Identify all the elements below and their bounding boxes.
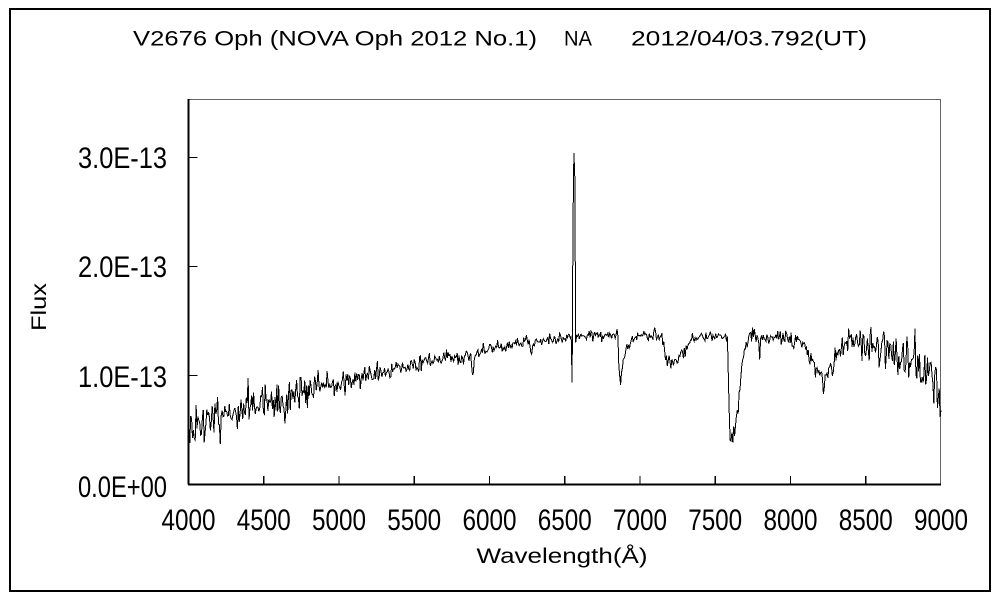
- svg-text:Wavelength(Å): Wavelength(Å): [477, 545, 648, 568]
- svg-text:0.0E+00: 0.0E+00: [78, 471, 167, 504]
- svg-text:NA: NA: [564, 27, 593, 51]
- svg-text:5500: 5500: [387, 504, 441, 537]
- svg-text:1.0E-13: 1.0E-13: [78, 361, 167, 394]
- svg-text:9000: 9000: [914, 504, 968, 537]
- svg-text:2.0E-13: 2.0E-13: [78, 251, 167, 284]
- svg-text:7000: 7000: [613, 504, 667, 537]
- svg-text:5000: 5000: [312, 504, 366, 537]
- svg-text:4500: 4500: [237, 504, 291, 537]
- svg-text:6000: 6000: [463, 504, 517, 537]
- svg-text:7500: 7500: [688, 504, 742, 537]
- svg-text:8500: 8500: [839, 504, 893, 537]
- svg-text:8000: 8000: [764, 504, 818, 537]
- svg-text:Flux: Flux: [27, 283, 51, 331]
- svg-text:3.0E-13: 3.0E-13: [78, 142, 167, 175]
- svg-text:4000: 4000: [162, 504, 216, 537]
- svg-text:6500: 6500: [538, 504, 592, 537]
- svg-text:V2676 Oph (NOVA Oph 2012 No.1): V2676 Oph (NOVA Oph 2012 No.1): [133, 27, 537, 51]
- svg-text:2012/04/03.792(UT): 2012/04/03.792(UT): [631, 27, 867, 51]
